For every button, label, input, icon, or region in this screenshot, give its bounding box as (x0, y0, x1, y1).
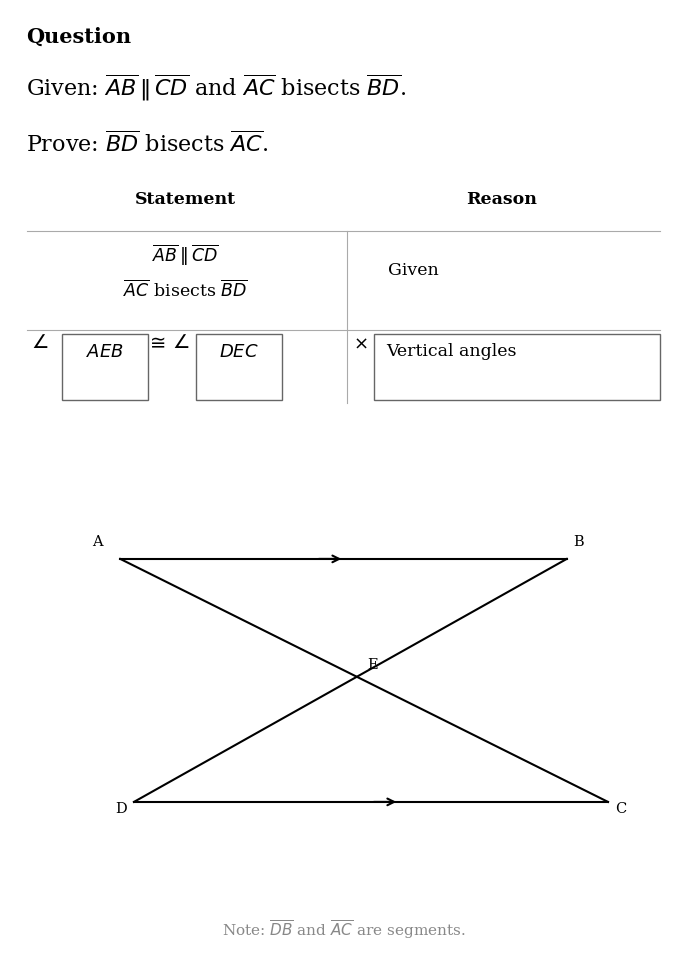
Text: Given: $\overline{AB} \,\|\, \overline{CD}$ and $\overline{AC}$ bisects $\overli: Given: $\overline{AB} \,\|\, \overline{C… (26, 73, 406, 103)
Text: A: A (93, 536, 103, 549)
Text: B: B (574, 536, 584, 549)
Text: E: E (367, 658, 378, 672)
Text: Statement: Statement (135, 191, 236, 208)
Text: $\cong$: $\cong$ (146, 334, 166, 353)
Text: $\mathit{AEB}$: $\mathit{AEB}$ (86, 343, 124, 362)
Text: $\angle$: $\angle$ (172, 334, 189, 353)
Text: D: D (115, 802, 127, 816)
Text: Vertical angles: Vertical angles (386, 343, 517, 360)
Text: Prove: $\overline{BD}$ bisects $\overline{AC}$.: Prove: $\overline{BD}$ bisects $\overlin… (26, 131, 269, 156)
Text: $\angle$: $\angle$ (31, 334, 48, 353)
Text: $\times$: $\times$ (353, 334, 368, 353)
Text: $\overline{AB} \,\|\, \overline{CD}$: $\overline{AB} \,\|\, \overline{CD}$ (153, 243, 218, 268)
Text: Question: Question (26, 27, 131, 48)
Text: Note: $\overline{DB}$ and $\overline{AC}$ are segments.: Note: $\overline{DB}$ and $\overline{AC}… (222, 919, 465, 941)
Text: $\overline{AC}$ bisects $\overline{BD}$: $\overline{AC}$ bisects $\overline{BD}$ (123, 280, 248, 301)
Text: Given: Given (388, 262, 439, 279)
Text: C: C (615, 802, 626, 816)
FancyBboxPatch shape (374, 334, 660, 400)
Text: $\mathit{DEC}$: $\mathit{DEC}$ (219, 343, 258, 362)
Text: Reason: Reason (466, 191, 537, 208)
FancyBboxPatch shape (196, 334, 282, 400)
FancyBboxPatch shape (62, 334, 148, 400)
